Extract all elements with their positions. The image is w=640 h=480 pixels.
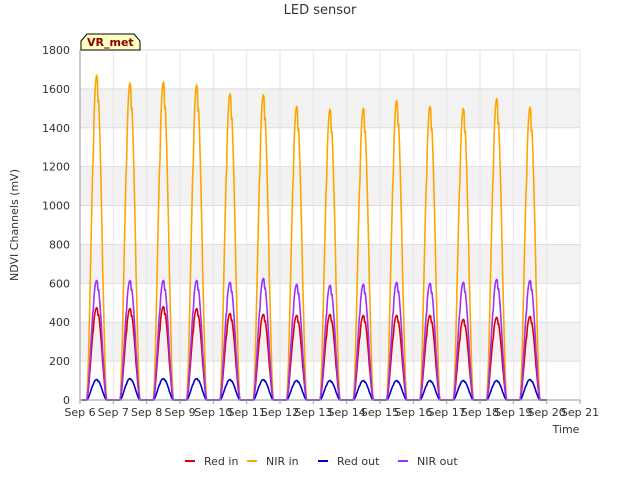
site-badge-label: VR_met [87,36,134,49]
legend-item: Red in [185,455,238,468]
y-tick-label: 200 [49,355,70,368]
x-tick-label: Sep 11 [228,406,266,419]
x-tick-label: Sep 12 [261,406,299,419]
legend: Red in NIR in Red out NIR out [185,455,458,468]
x-tick-label: Sep 6 [64,406,95,419]
x-tick-label: Sep 20 [528,406,566,419]
legend-label: NIR in [266,455,299,468]
x-tick-label: Sep 18 [461,406,499,419]
legend-label: Red out [337,455,380,468]
site-badge-box [80,33,141,51]
legend-item: NIR in [247,455,299,468]
y-tick-label: 1400 [42,122,70,135]
y-tick-label: 1200 [42,161,70,174]
plot-band [80,88,580,128]
plot-band [80,127,580,167]
x-tick-label: Sep 13 [294,406,332,419]
x-tick-label: Sep 14 [328,406,366,419]
x-tick-label: Sep 16 [394,406,432,419]
legend-label: Red in [204,455,238,468]
site-badge: VR_met [80,33,141,51]
axes [79,50,580,401]
y-tick-label: 600 [49,277,70,290]
x-tick-label: Sep 10 [194,406,232,419]
plot-band [80,322,580,362]
plot-bands [80,50,580,400]
x-tick-label: Sep 15 [361,406,399,419]
x-axis-label: Time [552,423,580,436]
legend-item: NIR out [398,455,458,468]
y-tick-label: 1600 [42,83,70,96]
x-tick-label: Sep 8 [131,406,162,419]
plot-band [80,244,580,284]
y-tick-label: 1000 [42,200,70,213]
y-tick-label: 400 [49,316,70,329]
y-tick-labels: 0 200 400 600 800 1000 1200 1400 1600 1800 [42,44,70,407]
plot-band [80,166,580,206]
x-tick-label: Sep 17 [428,406,466,419]
x-tick-label: Sep 9 [164,406,195,419]
plot-band [80,205,580,245]
chart-title: LED sensor [284,3,357,18]
y-tick-label: 0 [63,394,70,407]
y-tick-label: 1800 [42,44,70,57]
plot-band [80,50,580,89]
legend-item: Red out [318,455,380,468]
legend-label: NIR out [417,455,458,468]
x-tick-label: Sep 7 [98,406,129,419]
x-tick-label: Sep 21 [561,406,599,419]
x-tick-label: Sep 19 [494,406,532,419]
y-axis-label: NDVI Channels (mV) [8,169,21,281]
y-tick-label: 800 [49,238,70,251]
